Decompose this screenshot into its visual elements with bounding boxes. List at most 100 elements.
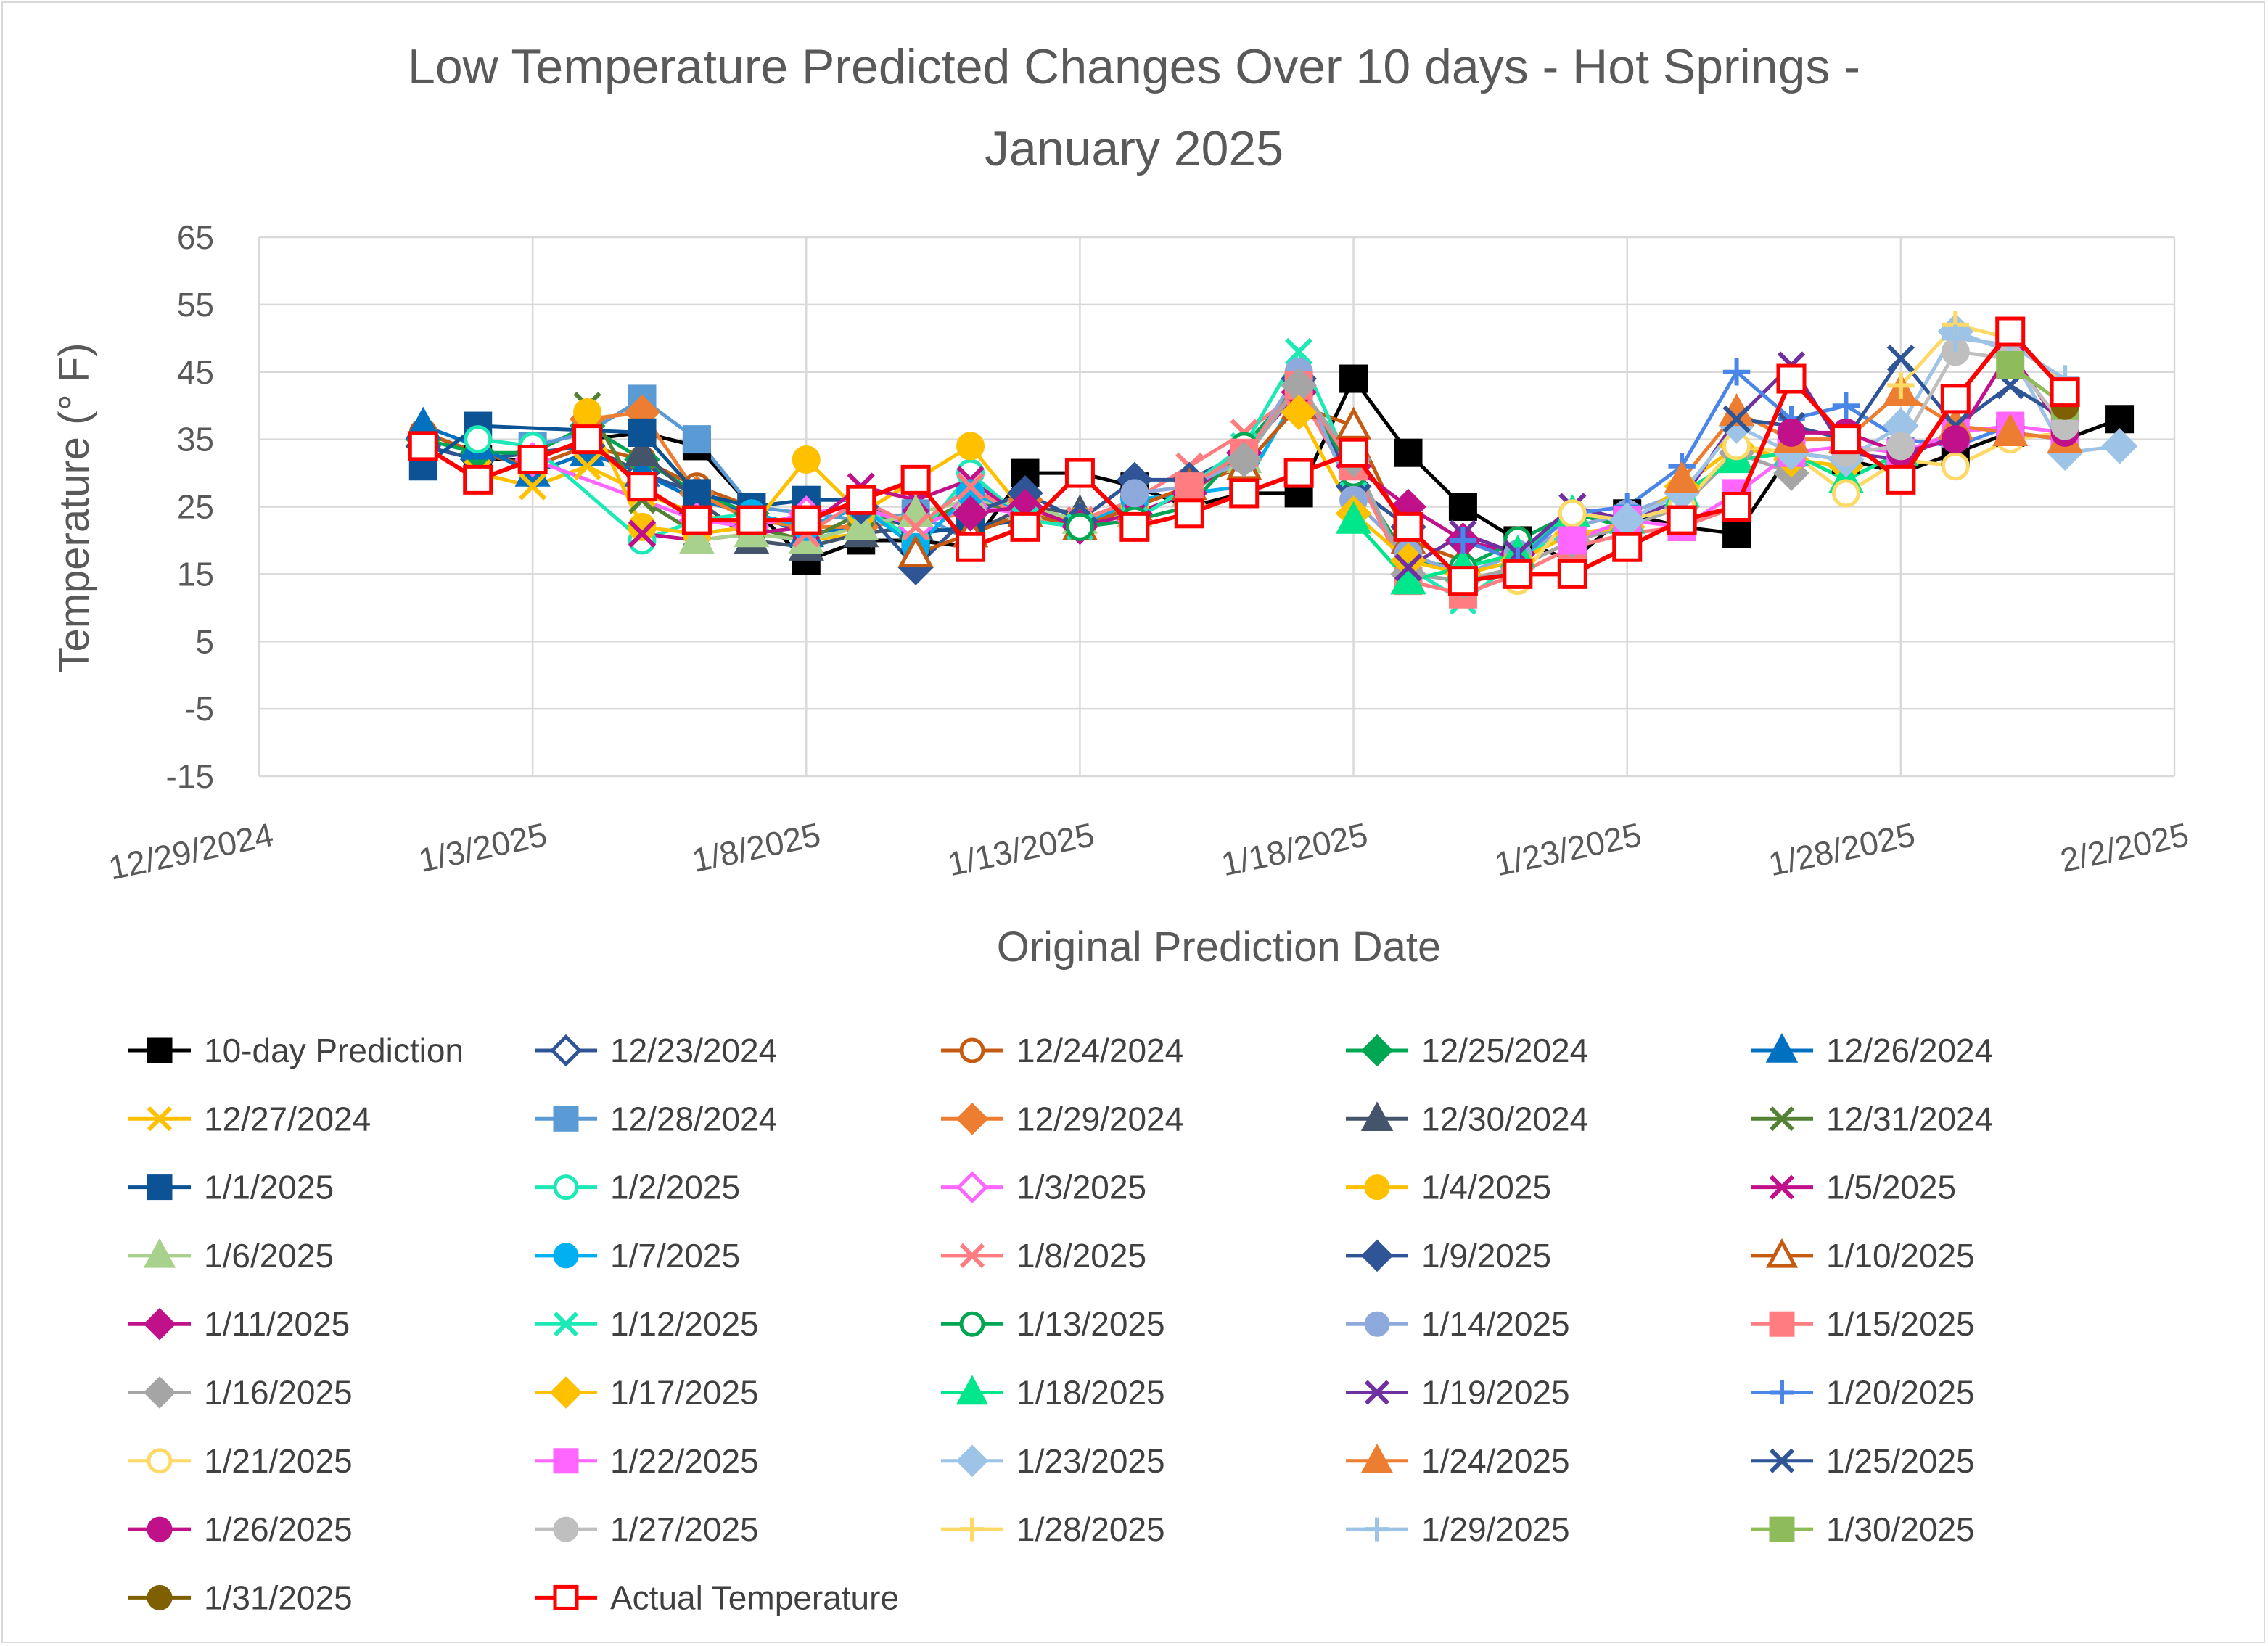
legend-item: 1/19/2025 bbox=[1346, 1374, 1570, 1412]
legend-label: 1/4/2025 bbox=[1421, 1169, 1551, 1206]
data-point-actual-temperature bbox=[2050, 377, 2080, 408]
series-line-1-1-2025 bbox=[422, 424, 1026, 536]
data-point-actual-temperature bbox=[1283, 458, 1314, 488]
x-tick-label: 1/8/2025 bbox=[689, 815, 823, 879]
legend-item: 1/17/2025 bbox=[535, 1374, 759, 1412]
legend-label: 1/29/2025 bbox=[1421, 1510, 1570, 1548]
y-tick-label: 55 bbox=[177, 286, 214, 324]
data-point-1-30-2025 bbox=[1996, 350, 2025, 379]
legend-swatch-marker bbox=[956, 1444, 989, 1478]
legend-label: 1/2/2025 bbox=[610, 1169, 740, 1206]
legend-swatch-marker bbox=[553, 1584, 579, 1610]
legend-item: 12/27/2024 bbox=[128, 1100, 371, 1137]
data-point-1-21-2025 bbox=[1831, 479, 1860, 508]
legend-label: 1/27/2025 bbox=[610, 1510, 759, 1548]
legend-label: 12/25/2024 bbox=[1421, 1032, 1588, 1069]
legend-label: 1/24/2025 bbox=[1421, 1442, 1570, 1480]
legend-label: 1/28/2025 bbox=[1016, 1510, 1165, 1548]
data-point-10-day-prediction bbox=[2105, 405, 2135, 434]
y-tick-label: 45 bbox=[177, 353, 214, 391]
legend-swatch-marker bbox=[956, 1171, 989, 1203]
y-tick-label: 35 bbox=[177, 421, 214, 458]
legend-label: 1/16/2025 bbox=[204, 1374, 353, 1412]
data-point-actual-temperature bbox=[1995, 316, 2026, 347]
legend-swatch-marker bbox=[956, 1375, 989, 1405]
data-point-1-28-2025 bbox=[1887, 371, 1915, 400]
data-point-1-26-2025 bbox=[1777, 418, 1806, 447]
legend-swatch-marker bbox=[553, 1448, 579, 1474]
series-line-1-23-2025 bbox=[1626, 329, 2120, 522]
x-tick-labels: 12/29/2024 1/3/2025 1/8/2025 1/13/2025 1/18/… bbox=[105, 815, 2192, 887]
data-point-10-day-prediction bbox=[1339, 364, 1368, 393]
data-point-actual-temperature bbox=[1339, 437, 1369, 468]
legend-label: 1/15/2025 bbox=[1826, 1305, 1975, 1343]
x-tick-label: 1/23/2025 bbox=[1492, 815, 1645, 883]
legend-label: 1/20/2025 bbox=[1826, 1374, 1975, 1412]
series-line-12-31-2024 bbox=[586, 404, 1080, 543]
data-point-1-11-2025 bbox=[952, 495, 989, 532]
legend-label: 1/3/2025 bbox=[1016, 1169, 1146, 1206]
data-point-actual-temperature bbox=[1447, 566, 1478, 596]
legend-label: 1/26/2025 bbox=[204, 1510, 353, 1548]
y-tick-labels: 65 55 45 35 25 15 5 -5 -15 bbox=[166, 218, 214, 795]
legend-item: 1/28/2025 bbox=[941, 1510, 1165, 1548]
data-point-1-8-2025 bbox=[902, 513, 930, 541]
data-point-1-10-2025 bbox=[897, 535, 934, 568]
legend-swatch-marker bbox=[960, 1517, 985, 1542]
legend-item: 1/7/2025 bbox=[535, 1237, 740, 1275]
legend-label: 12/27/2024 bbox=[204, 1100, 371, 1137]
data-point-1-27-2025 bbox=[1886, 432, 1915, 461]
series-markers bbox=[405, 311, 2138, 615]
legend-item: Actual Temperature bbox=[535, 1579, 899, 1616]
chart-title-line-2: January 2025 bbox=[985, 121, 1283, 176]
y-tick-label: 5 bbox=[195, 622, 214, 660]
legend-item: 1/2/2025 bbox=[535, 1169, 740, 1206]
data-point-10-day-prediction bbox=[1448, 493, 1477, 521]
data-point-1-21-2025 bbox=[1558, 499, 1587, 528]
data-point-1-26-2025 bbox=[1941, 425, 1970, 454]
data-point-1-17-2025 bbox=[1281, 394, 1317, 431]
data-point-1-19-2025 bbox=[1394, 553, 1423, 582]
legend-label: 10-day Prediction bbox=[204, 1032, 464, 1069]
data-point-actual-temperature bbox=[1010, 511, 1040, 542]
legend-item: 1/29/2025 bbox=[1346, 1510, 1570, 1548]
legend-label: 1/11/2025 bbox=[204, 1305, 350, 1343]
legend-item: 1/23/2025 bbox=[941, 1442, 1165, 1480]
legend-label: Actual Temperature bbox=[610, 1579, 899, 1616]
data-point-actual-temperature bbox=[1503, 559, 1533, 589]
legend-label: 12/26/2024 bbox=[1826, 1032, 1993, 1069]
legend-item: 1/12/2025 bbox=[535, 1305, 759, 1343]
legend-label: 12/30/2024 bbox=[1421, 1100, 1588, 1137]
data-point-1-6-2025 bbox=[678, 521, 715, 554]
legend-swatch-marker bbox=[1360, 1239, 1394, 1272]
data-point-1-8-2025 bbox=[956, 472, 985, 501]
legend-label: 12/28/2024 bbox=[610, 1100, 777, 1137]
legend-item: 1/20/2025 bbox=[1751, 1374, 1975, 1412]
legend-item: 1/27/2025 bbox=[535, 1510, 759, 1548]
legend-item: 1/1/2025 bbox=[128, 1169, 334, 1206]
legend-label: 1/10/2025 bbox=[1826, 1237, 1975, 1275]
x-tick-label: 1/13/2025 bbox=[945, 815, 1098, 883]
legend-label: 1/25/2025 bbox=[1826, 1442, 1975, 1480]
data-point-12-27-2024 bbox=[519, 472, 547, 501]
data-point-1-1-2025 bbox=[628, 418, 657, 447]
legend-swatch-marker bbox=[1769, 1174, 1795, 1200]
data-point-1-24-2025 bbox=[1992, 413, 2029, 446]
legend-swatch-marker bbox=[553, 1312, 579, 1337]
legend-label: 1/19/2025 bbox=[1421, 1374, 1570, 1412]
y-tick-label: 65 bbox=[177, 218, 214, 256]
legend-item: 12/23/2024 bbox=[535, 1032, 777, 1069]
legend-swatch-marker bbox=[1360, 1034, 1394, 1067]
data-point-actual-temperature bbox=[1174, 498, 1204, 529]
legend-label: 1/30/2025 bbox=[1826, 1510, 1975, 1548]
y-tick-label: 25 bbox=[177, 488, 214, 526]
legend-item: 1/14/2025 bbox=[1346, 1305, 1570, 1343]
legend-label: 1/22/2025 bbox=[610, 1442, 759, 1480]
legend-swatch-marker bbox=[1769, 1106, 1795, 1132]
legend-swatch-marker bbox=[1364, 1311, 1390, 1337]
legend-swatch-marker bbox=[147, 1448, 173, 1474]
legend-label: 12/29/2024 bbox=[1016, 1100, 1183, 1137]
legend-label: 12/24/2024 bbox=[1016, 1032, 1183, 1069]
legend-item: 1/22/2025 bbox=[535, 1442, 759, 1480]
